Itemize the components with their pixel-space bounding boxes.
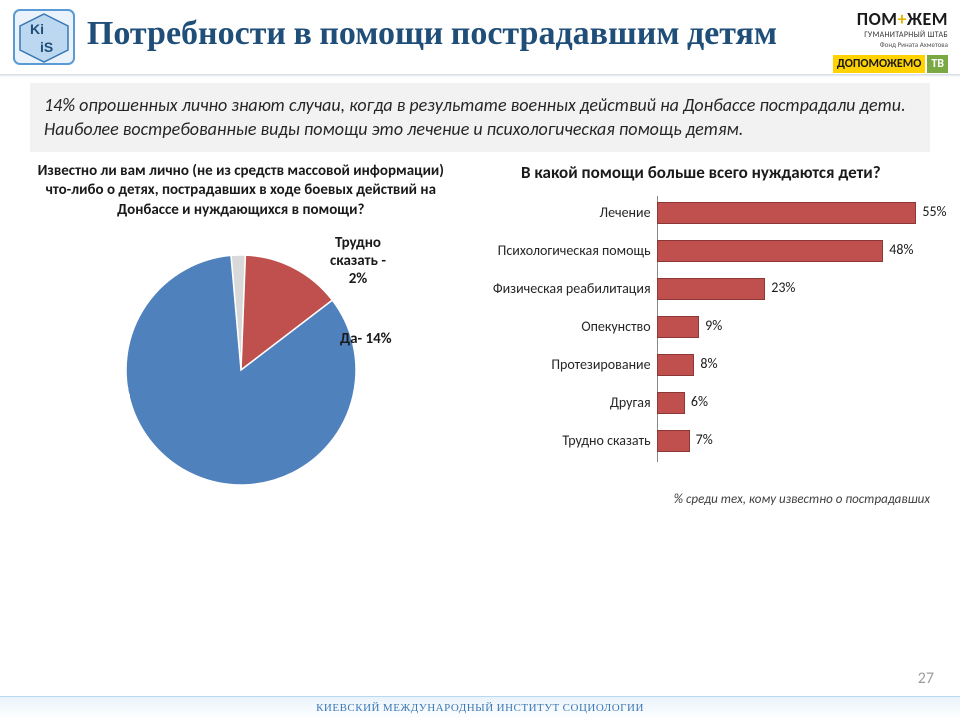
pie-chart-panel: Известно ли вам лично (не из средств мас… — [20, 162, 462, 551]
sponsor-plus: + — [898, 8, 907, 30]
bar-rect — [657, 202, 917, 224]
sponsor-text-a: ПОМ — [857, 8, 898, 30]
svg-text:iS: iS — [40, 39, 53, 55]
kiis-logo: Ki iS — [12, 8, 76, 66]
pie-chart: Трудно сказать - 2% Да- 14% Нет - 84% — [20, 230, 462, 550]
bar-row: Протезирование 8% — [462, 348, 940, 382]
bar-category-label: Лечение — [462, 204, 657, 221]
summary-box: 14% опрошенных лично знают случаи, когда… — [30, 83, 930, 152]
bar-category-label: Опекунство — [462, 318, 657, 335]
bar-value-label: 7% — [696, 431, 713, 448]
bar-track: 55% — [657, 202, 940, 224]
bar-row: Физическая реабилитация 23% — [462, 272, 940, 306]
bar-row: Другая 6% — [462, 386, 940, 420]
bar-footnote: % среди тех, кому известно о пострадавши… — [462, 492, 940, 507]
bar-rect — [657, 240, 884, 262]
bar-rect — [657, 354, 695, 376]
sponsor-sub1: ГУМАНИТАРНЫЙ ШТАБ — [788, 30, 948, 40]
bar-category-label: Протезирование — [462, 356, 657, 373]
bar-value-label: 55% — [922, 203, 946, 220]
sponsor-logo: ПОМ+ЖЕМ ГУМАНИТАРНЫЙ ШТАБ Фонд Рината Ах… — [788, 8, 948, 72]
sponsor-badge-a: ДОПОМОЖЕМО — [833, 55, 925, 73]
header: Ki iS Потребности в помощи пострадавшим … — [0, 0, 960, 72]
charts-container: Известно ли вам лично (не из средств мас… — [0, 162, 960, 551]
page-title: Потребности в помощи пострадавшим детям — [76, 8, 788, 53]
bar-category-label: Физическая реабилитация — [462, 280, 657, 297]
bar-category-label: Трудно сказать — [462, 432, 657, 449]
bar-value-label: 48% — [889, 241, 913, 258]
bar-category-label: Психологическая помощь — [462, 242, 657, 259]
bar-track: 9% — [657, 316, 940, 338]
bar-value-label: 8% — [700, 355, 717, 372]
bar-value-label: 6% — [691, 393, 708, 410]
bar-track: 23% — [657, 278, 940, 300]
sponsor-text-b: ЖЕМ — [907, 8, 948, 30]
bar-rect — [657, 278, 766, 300]
bar-track: 6% — [657, 392, 940, 414]
svg-text:Ki: Ki — [30, 21, 44, 37]
bar-chart-panel: В какой помощи больше всего нуждаются де… — [462, 162, 940, 551]
bar-value-label: 23% — [771, 279, 795, 296]
bar-track: 7% — [657, 430, 940, 452]
bar-value-label: 9% — [705, 317, 722, 334]
sponsor-sub2: Фонд Рината Ахметова — [788, 40, 948, 49]
page-number: 27 — [918, 669, 934, 688]
pie-label-hard: Трудно сказать - 2% — [330, 234, 386, 288]
bar-chart-title: В какой помощи больше всего нуждаются де… — [462, 162, 940, 184]
pie-label-yes: Да- 14% — [340, 330, 392, 348]
bar-row: Психологическая помощь 48% — [462, 234, 940, 268]
bar-row: Лечение55% — [462, 196, 940, 230]
bar-track: 48% — [657, 240, 940, 262]
bar-track: 8% — [657, 354, 940, 376]
bar-rect — [657, 430, 690, 452]
sponsor-badge-b: ТВ — [927, 55, 948, 73]
pie-label-no: Нет - 84% — [70, 385, 130, 403]
pie-chart-title: Известно ли вам лично (не из средств мас… — [20, 162, 462, 221]
bar-chart: Лечение55% Психологическая помощь 48% Физич… — [462, 196, 940, 476]
bar-category-label: Другая — [462, 394, 657, 411]
bar-rect — [657, 316, 700, 338]
bar-rect — [657, 392, 685, 414]
bar-row: Трудно сказать 7% — [462, 424, 940, 458]
bar-row: Опекунство 9% — [462, 310, 940, 344]
header-divider — [0, 74, 960, 77]
footer: КИЕВСКИЙ МЕЖДУНАРОДНЫЙ ИНСТИТУТ СОЦИОЛОГ… — [0, 696, 960, 720]
